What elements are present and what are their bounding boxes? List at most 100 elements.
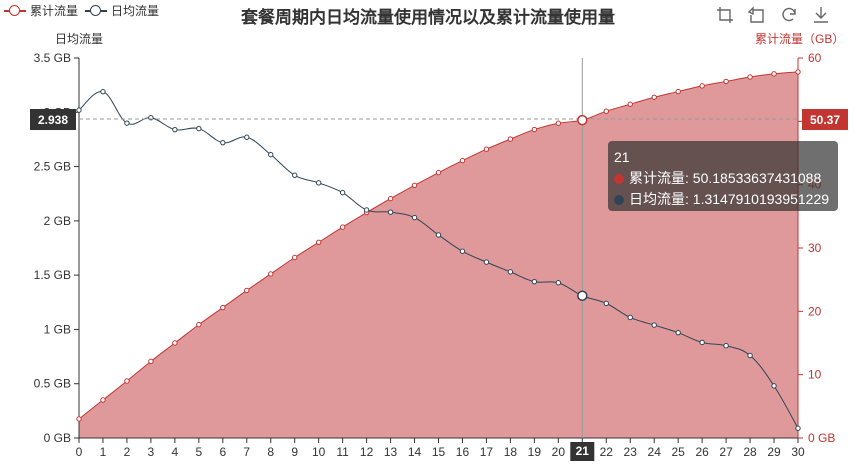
tooltip-row-daily: 日均流量: 1.3147910193951229: [614, 189, 838, 210]
cumulative-point: [699, 83, 705, 89]
toolbox: [716, 6, 830, 24]
daily-point: [771, 383, 777, 389]
daily-point: [459, 248, 466, 254]
cumulative-point: [220, 304, 226, 311]
daily-point: [411, 214, 418, 221]
cumulative-point: [292, 254, 298, 261]
x-axis-tick-label: 4: [172, 445, 179, 459]
left-axis-tick-label: 1.5 GB: [34, 268, 71, 282]
axis-pointer-x-label: 21: [576, 444, 590, 458]
daily-point: [531, 278, 538, 285]
x-axis-tick-label: 22: [600, 445, 614, 459]
cumulative-point: [555, 120, 562, 126]
right-axis-name: 累计流量（GB）: [755, 32, 845, 46]
daily-point: [435, 232, 442, 238]
tooltip-daily-name: 日均流量: [629, 191, 685, 207]
cumulative-point: [603, 108, 609, 114]
right-axis-tick-label: 10: [808, 368, 822, 382]
legend-cumulative-label: 累计流量: [30, 4, 79, 18]
cumulative-point: [723, 78, 729, 85]
x-axis-tick-label: 2: [124, 445, 131, 459]
x-axis-tick-label: 26: [695, 445, 709, 459]
cumulative-point: [268, 271, 274, 277]
cumulative-point: [411, 182, 418, 189]
x-axis-tick-label: 30: [791, 445, 805, 459]
cumulative-point-emphasis: [577, 114, 588, 126]
cumulative-point: [124, 378, 130, 384]
restore-icon[interactable]: [780, 6, 798, 24]
tooltip-cumulative-dot-icon: [614, 174, 624, 184]
legend-cumulative-line-icon: [4, 4, 26, 17]
daily-point: [723, 343, 729, 349]
daily-point: [603, 300, 609, 307]
x-axis-tick-label: 3: [148, 445, 155, 459]
cumulative-point: [196, 321, 202, 328]
daily-point: [483, 259, 490, 265]
left-axis-tick-label: 2 GB: [44, 214, 71, 228]
daily-point: [699, 339, 705, 346]
cumulative-point: [483, 146, 490, 152]
daily-point: [124, 120, 130, 126]
save-image-icon[interactable]: [812, 6, 830, 24]
tooltip-daily-dot-icon: [614, 195, 624, 205]
daily-point: [627, 314, 633, 321]
x-axis-tick-label: 11: [336, 445, 349, 459]
daily-point: [747, 352, 753, 359]
daily-point: [172, 126, 178, 133]
x-axis-tick-label: 5: [195, 445, 202, 459]
cumulative-point: [315, 239, 322, 246]
x-axis-tick-label: 8: [267, 445, 274, 459]
x-axis-tick-label: 20: [552, 445, 566, 459]
x-axis-tick-label: 17: [480, 445, 494, 459]
daily-point: [244, 134, 250, 140]
daily-point: [363, 207, 370, 213]
x-axis-tick-label: 27: [719, 445, 733, 459]
legend-item-cumulative[interactable]: 累计流量: [4, 2, 78, 19]
right-axis-tick-label: 0 GB: [808, 431, 835, 445]
x-axis-tick-label: 13: [384, 445, 398, 459]
x-axis-tick-label: 19: [528, 445, 542, 459]
x-axis-tick-label: 15: [432, 445, 446, 459]
x-axis-tick-label: 12: [360, 445, 374, 459]
cumulative-point: [795, 69, 801, 75]
cumulative-point: [339, 224, 346, 230]
tooltip: 21 累计流量: 50.18533637431088 日均流量: 1.31479…: [608, 141, 838, 211]
daily-point: [387, 209, 394, 215]
right-axis-tick-label: 60: [808, 51, 822, 65]
left-axis-name: 日均流量: [55, 32, 104, 46]
axis-pointer-right-label-bg: [802, 109, 848, 131]
legend-item-daily[interactable]: 日均流量: [85, 2, 159, 19]
cumulative-point: [387, 195, 394, 202]
right-axis-tick-label: 20: [808, 304, 822, 318]
cumulative-point: [244, 287, 250, 294]
tooltip-cumulative-value: 50.18533637431088: [692, 170, 822, 186]
left-axis-tick-label: 1 GB: [44, 322, 71, 336]
daily-point: [268, 151, 274, 158]
cumulative-point: [531, 126, 538, 133]
left-axis-tick-label: 2.5 GB: [34, 160, 71, 174]
right-axis-tick-label: 30: [808, 241, 822, 255]
cumulative-point: [675, 88, 681, 95]
cumulative-point: [459, 157, 466, 164]
cumulative-point: [76, 416, 82, 422]
daily-point: [651, 322, 657, 328]
tooltip-cumulative-name: 累计流量: [629, 170, 685, 186]
zoom-reset-icon[interactable]: [748, 6, 766, 24]
series-cumulative-area: [79, 71, 798, 438]
x-axis-tick-label: 28: [743, 445, 757, 459]
x-axis-tick-label: 7: [243, 445, 250, 459]
axis-pointer-left-label: 2.938: [38, 113, 68, 127]
axis-pointer-right-label: 50.37: [810, 113, 840, 127]
daily-point: [76, 107, 82, 113]
daily-point: [339, 189, 346, 196]
daily-point: [196, 125, 202, 132]
cumulative-point: [435, 169, 442, 176]
cumulative-point: [172, 340, 178, 346]
tooltip-daily-value: 1.3147910193951229: [692, 191, 830, 207]
zoom-icon[interactable]: [716, 6, 734, 24]
daily-point: [555, 280, 562, 286]
cumulative-point: [651, 94, 657, 100]
cumulative-point: [747, 74, 753, 80]
daily-point: [675, 329, 681, 336]
